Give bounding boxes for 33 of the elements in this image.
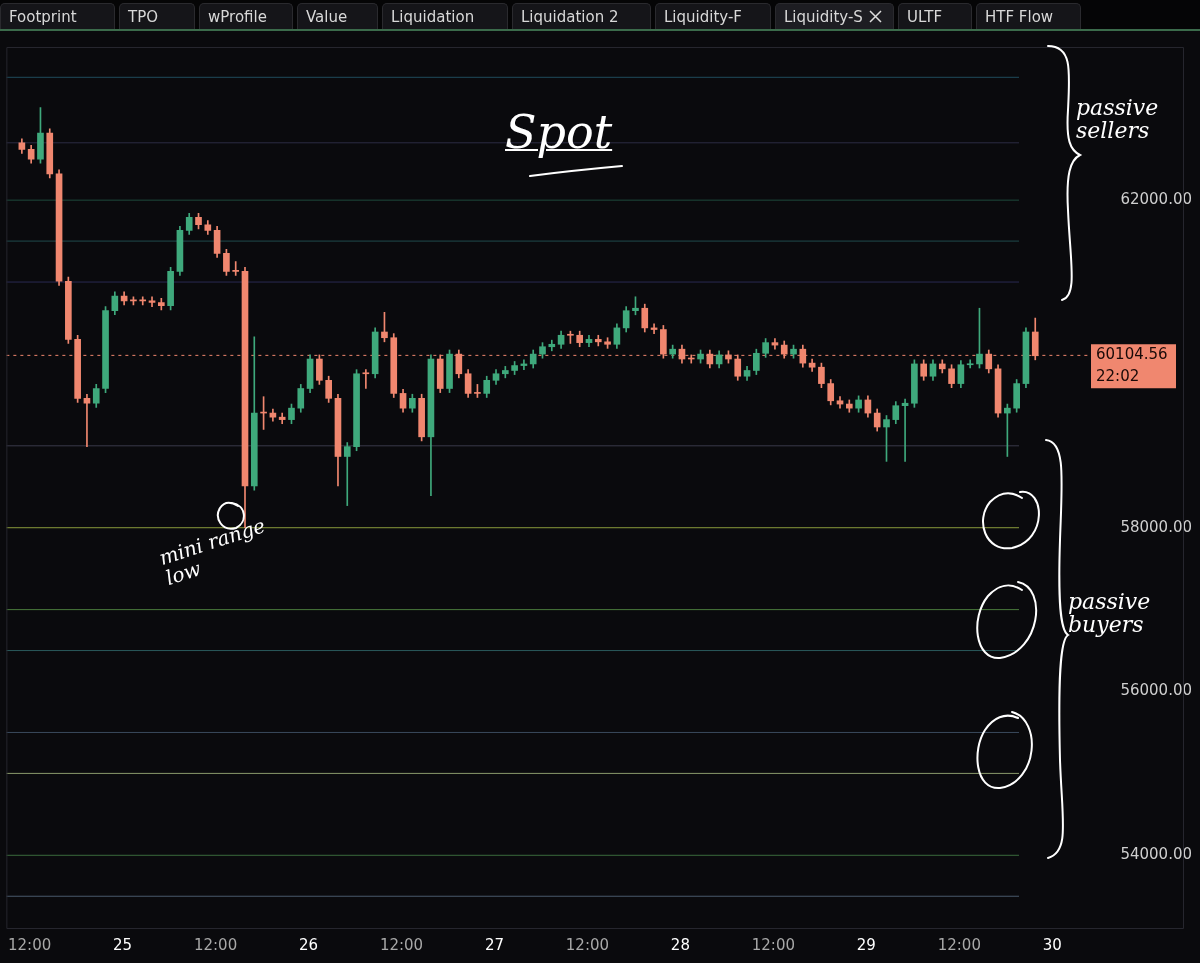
y-tick-label: 56000.00 <box>1120 681 1192 700</box>
text: Liquidation <box>391 6 475 28</box>
text: Footprint <box>9 6 77 28</box>
text: Spot <box>505 105 614 159</box>
x-tick-label: 12:00 <box>751 935 795 954</box>
y-tick-label: 62000.00 <box>1120 190 1192 209</box>
text: wProfile <box>208 6 267 28</box>
candlestick <box>232 261 240 276</box>
text: TPO <box>128 6 159 28</box>
text: Value <box>306 6 348 28</box>
text: Liquidity-F <box>664 6 742 28</box>
y-tick-label: 54000.00 <box>1120 845 1192 864</box>
x-tick-label: 28 <box>670 935 690 954</box>
annotation: passive buyers <box>1068 589 1152 638</box>
x-tick-label: 12:00 <box>379 935 424 954</box>
ref-line-label: 60104.56 <box>1096 345 1168 364</box>
x-tick-label: 25 <box>113 935 133 954</box>
x-tick-label: 12:00 <box>8 935 52 954</box>
x-tick-label: 30 <box>1042 935 1062 954</box>
text: Liquidity-S <box>784 6 863 28</box>
y-tick-label: 58000.00 <box>1120 517 1192 536</box>
x-tick-label: 12:00 <box>193 935 238 954</box>
text: HTF Flow <box>985 6 1054 28</box>
text: ULTF <box>907 6 943 28</box>
x-tick-label: 29 <box>856 935 876 954</box>
annotation: 22:02 <box>1096 367 1140 386</box>
x-tick-label: 12:00 <box>937 935 981 954</box>
x-tick-label: 12:00 <box>565 935 610 954</box>
text: Liquidation 2 <box>521 6 619 28</box>
annotation: mini range low <box>156 512 270 591</box>
x-tick-label: 27 <box>484 935 505 954</box>
annotation: passive sellers <box>1076 95 1160 144</box>
x-tick-label: 26 <box>298 935 319 954</box>
